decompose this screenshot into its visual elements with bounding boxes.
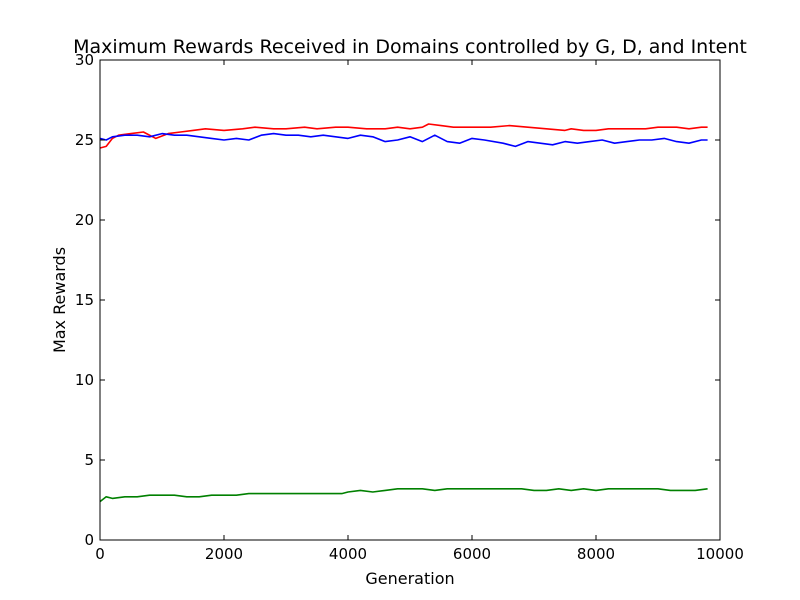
plot-area: 0 2000 4000 6000 8000 10000 0 5 10 15 20 25 30 <box>75 51 744 563</box>
x-tick-label-2: 4000 <box>329 545 367 563</box>
y-tick-label-2: 10 <box>75 371 94 389</box>
y-tick-label-1: 5 <box>84 451 94 469</box>
y-tick-label-4: 20 <box>75 211 94 229</box>
y-tick-label-5: 25 <box>75 131 94 149</box>
plot-frame <box>99 59 721 541</box>
x-tick-label-4: 8000 <box>577 545 615 563</box>
x-axis-label: Generation <box>365 569 454 588</box>
series-line-1 <box>99 123 708 149</box>
series-line-2 <box>99 132 708 148</box>
y-tick-label-0: 0 <box>84 531 94 549</box>
series-line-3 <box>99 487 708 503</box>
x-tick-label-3: 6000 <box>453 545 491 563</box>
y-tick-label-6: 30 <box>75 51 94 69</box>
y-axis-label: Max Rewards <box>50 247 69 353</box>
x-tick-label-5: 10000 <box>696 545 744 563</box>
y-tick-label-3: 15 <box>75 291 94 309</box>
x-tick-label-1: 2000 <box>205 545 243 563</box>
chart-title: Maximum Rewards Received in Domains cont… <box>73 36 747 58</box>
x-tick-label-0: 0 <box>95 545 105 563</box>
